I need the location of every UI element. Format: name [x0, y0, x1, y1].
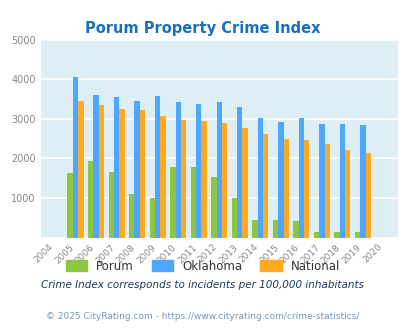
Bar	[134, 101, 139, 238]
Bar	[318, 123, 324, 238]
Bar	[359, 125, 365, 238]
Bar	[78, 101, 83, 238]
Bar	[175, 102, 180, 238]
Bar	[339, 123, 344, 238]
Bar	[216, 102, 222, 238]
Legend: Porum, Oklahoma, National: Porum, Oklahoma, National	[61, 255, 344, 278]
Text: Porum Property Crime Index: Porum Property Crime Index	[85, 21, 320, 36]
Bar	[354, 232, 359, 238]
Bar	[139, 110, 145, 238]
Bar	[180, 120, 186, 238]
Bar	[119, 109, 124, 238]
Bar	[170, 167, 175, 238]
Bar	[160, 116, 165, 238]
Bar	[155, 96, 160, 238]
Bar	[114, 97, 119, 238]
Bar	[237, 107, 242, 238]
Bar	[324, 144, 329, 238]
Bar	[277, 121, 283, 238]
Bar	[303, 140, 309, 238]
Bar	[201, 121, 206, 238]
Bar	[365, 153, 370, 238]
Bar	[129, 194, 134, 238]
Bar	[196, 104, 201, 238]
Bar	[231, 198, 237, 238]
Bar	[211, 178, 216, 238]
Bar	[190, 167, 196, 238]
Bar	[257, 118, 262, 238]
Bar	[222, 123, 227, 238]
Bar	[272, 220, 277, 238]
Bar	[293, 221, 298, 238]
Bar	[88, 161, 93, 238]
Bar	[72, 77, 78, 238]
Bar	[149, 198, 155, 238]
Text: Crime Index corresponds to incidents per 100,000 inhabitants: Crime Index corresponds to incidents per…	[41, 280, 364, 290]
Bar	[313, 232, 318, 238]
Bar	[344, 150, 350, 238]
Bar	[262, 134, 268, 238]
Bar	[298, 118, 303, 238]
Bar	[67, 174, 72, 238]
Bar	[93, 95, 98, 238]
Bar	[108, 172, 114, 238]
Bar	[252, 220, 257, 238]
Bar	[98, 105, 104, 238]
Text: © 2025 CityRating.com - https://www.cityrating.com/crime-statistics/: © 2025 CityRating.com - https://www.city…	[46, 312, 359, 321]
Bar	[283, 139, 288, 238]
Bar	[334, 232, 339, 238]
Bar	[242, 128, 247, 238]
